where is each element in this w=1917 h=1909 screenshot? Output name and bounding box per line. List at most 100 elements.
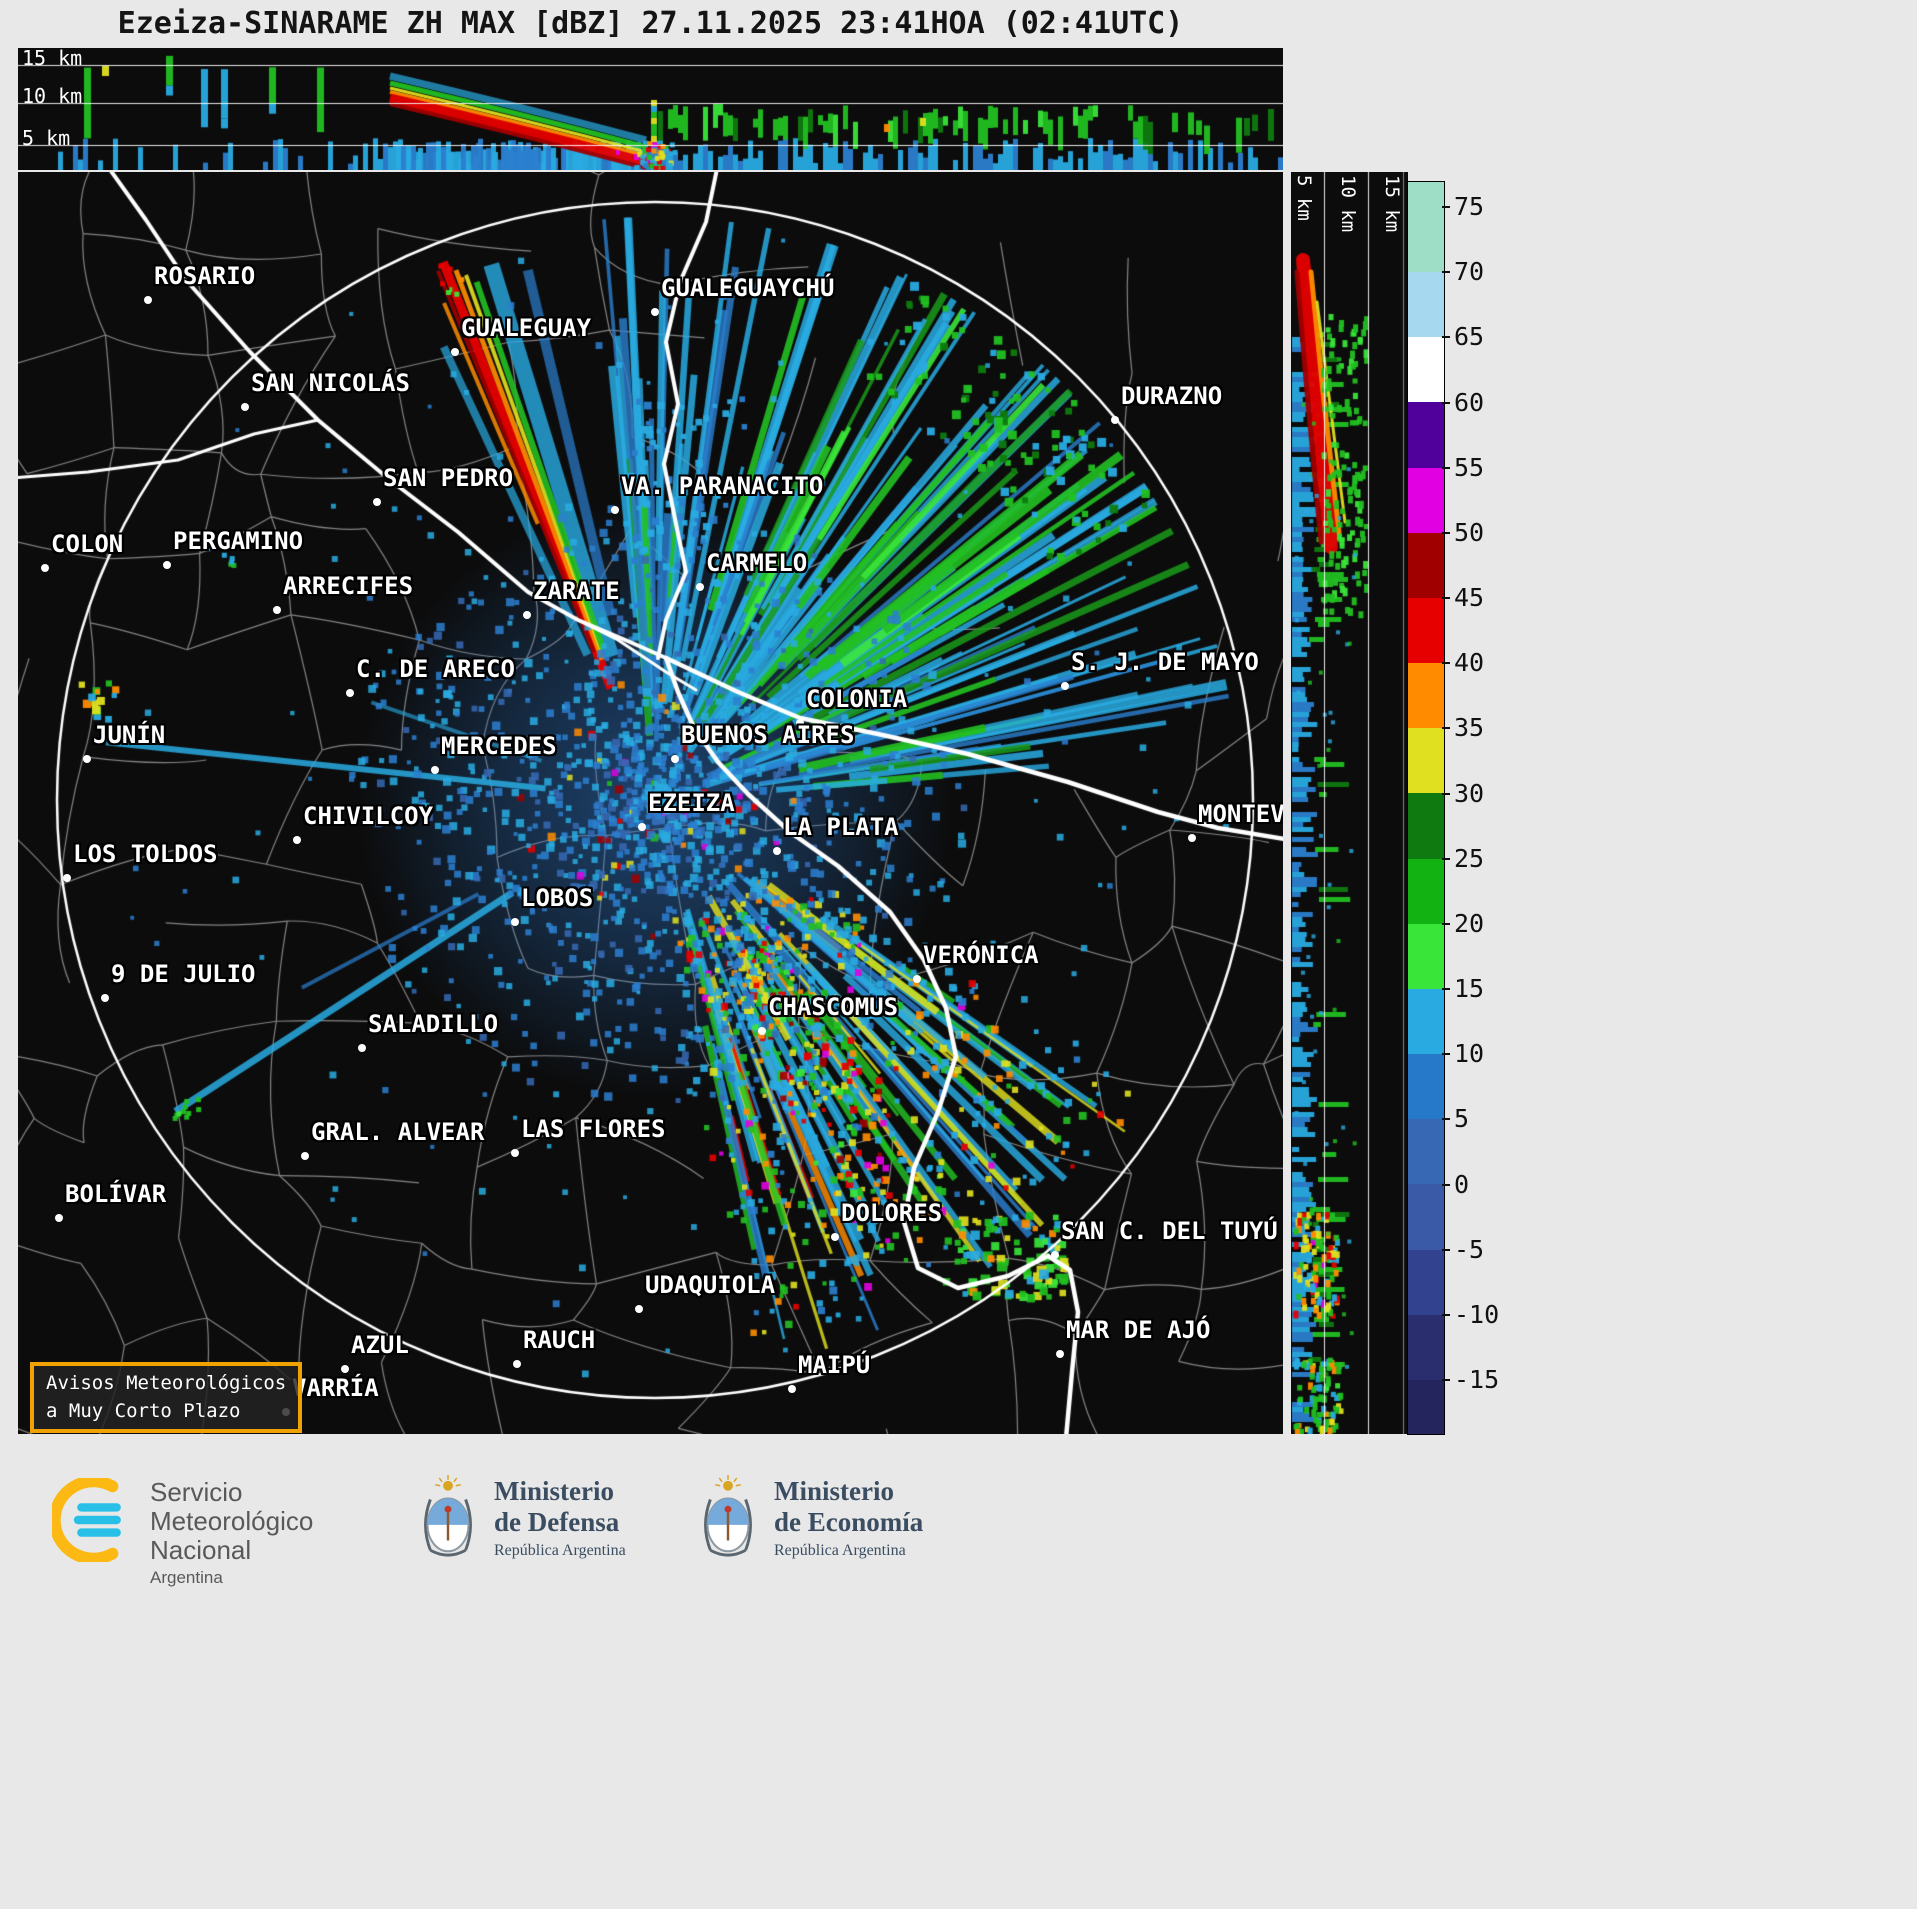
colorbar-tick: 50: [1442, 518, 1514, 548]
city-dot: [611, 506, 619, 514]
colorbar-segment: [1408, 532, 1444, 598]
city-dot: [788, 1385, 796, 1393]
warning-box[interactable]: Avisos Meteorológicos a Muy Corto Plazo: [30, 1362, 303, 1434]
economia-sub: República Argentina: [774, 1542, 906, 1560]
city-dot: [101, 994, 109, 1002]
city-label: ARRECIFES: [283, 572, 414, 600]
smn-logo-block: Servicio Meteorológico Nacional Argentin…: [52, 1477, 314, 1588]
city-dot: [293, 836, 301, 844]
colorbar-segment: [1408, 1184, 1444, 1250]
city-dot: [511, 1149, 519, 1157]
city-dot: [523, 611, 531, 619]
smn-country: Argentina: [150, 1568, 223, 1588]
colorbar-segment: [1408, 272, 1444, 338]
city-dot: [796, 719, 804, 727]
city-dot: [511, 918, 519, 926]
city-label: SAN C. DEL TUYÚ: [1061, 1217, 1278, 1245]
city-dot: [301, 1152, 309, 1160]
city-label: COLON: [51, 530, 124, 558]
city-dot: [1188, 834, 1196, 842]
city-label: 9 DE JULIO: [111, 960, 256, 988]
colorbar-tick-labels: 75 70 65 60 55 50 45 40 35 30 25 20 15 10 5 0 -5 -10 -15: [1408, 182, 1518, 1434]
colorbar-tick: 65: [1442, 322, 1514, 352]
city-dot: [373, 498, 381, 506]
economia-text: Ministerio de Economía República Argenti…: [774, 1476, 923, 1560]
colorbar-tick: -15: [1442, 1365, 1514, 1395]
colorbar-segment: [1408, 988, 1444, 1055]
city-label: LOBOS: [521, 884, 594, 912]
economia-line2: de Economía: [774, 1507, 924, 1537]
city-label: DOLORES: [841, 1199, 943, 1227]
map-panel: ROSARIO GUALEGUAYCHÚ GUALEGUAY SAN NICOLÁS D…: [18, 172, 1283, 1434]
city-label: CHASCOMUS: [768, 993, 899, 1021]
city-label: MONTEVIDEO: [1198, 800, 1283, 828]
city-label: COLONIA: [806, 685, 908, 713]
cross-section-top-canvas: [18, 48, 1283, 170]
smn-logo-icon: [52, 1478, 121, 1562]
colorbar-tick: 55: [1442, 453, 1514, 483]
city-label: LAS FLORES: [521, 1115, 666, 1143]
warning-line2: a Muy Corto Plazo: [46, 1399, 241, 1422]
defensa-sub: República Argentina: [494, 1542, 626, 1560]
colorbar-segment: [1408, 1119, 1444, 1185]
defensa-text: Ministerio de Defensa República Argentin…: [494, 1476, 626, 1560]
city-label: GUALEGUAYCHÚ: [661, 274, 835, 302]
city-dot: [1111, 416, 1119, 424]
colorbar-tick: 45: [1442, 583, 1514, 613]
city-dot: [55, 1214, 63, 1222]
city-dot: [513, 1360, 521, 1368]
city-dot: [163, 561, 171, 569]
coat-of-arms-icon: [424, 1474, 472, 1557]
colorbar-segment: [1408, 858, 1444, 924]
product-title: Ezeiza-SINARAME ZH MAX [dBZ] 27.11.2025 …: [117, 6, 1184, 41]
colorbar-segment: [1408, 207, 1444, 273]
city-dot: [451, 348, 459, 356]
city-dot: [1051, 1251, 1059, 1259]
colorbar-segment: [1408, 467, 1444, 533]
colorbar-segment: [1408, 1249, 1444, 1315]
reflectivity-colorbar: 75 70 65 60 55 50 45 40 35 30 25 20 15 10 5 0 -5 -10 -15: [1407, 181, 1518, 1435]
smn-line2: Meteorológico: [150, 1506, 314, 1537]
city-dot: [696, 583, 704, 591]
altitude-label-10km: 10 km: [22, 84, 83, 108]
cross-section-side-canvas: [1291, 172, 1408, 1434]
city-label: VARRÍA: [292, 1374, 379, 1402]
city-label: SALADILLO: [368, 1010, 499, 1038]
altitude-label-5km: 5 km: [22, 126, 71, 150]
colorbar-tick: 30: [1442, 779, 1514, 809]
city-label: MERCEDES: [441, 732, 557, 760]
city-label: VA. PARANACITO: [621, 472, 824, 500]
colorbar-tick: 25: [1442, 844, 1514, 874]
city-label: VERÓNICA: [923, 941, 1039, 969]
city-dot: [63, 874, 71, 882]
cross-section-side-panel: 5 km 10 km 15 km: [1291, 172, 1408, 1434]
city-label: LA PLATA: [783, 813, 899, 841]
city-dot: [758, 1027, 766, 1035]
colorbar-segment: [1408, 402, 1444, 468]
city-dot: [638, 823, 646, 831]
city-dot: [431, 766, 439, 774]
city-label: ZARATE: [533, 577, 620, 605]
colorbar-segment: [1408, 1314, 1444, 1380]
colorbar-segment: [1408, 182, 1444, 207]
city-dot: [773, 847, 781, 855]
colorbar-tick: 60: [1442, 388, 1514, 418]
colorbar-segment: [1408, 337, 1444, 403]
radar-map-canvas: [18, 172, 1283, 1434]
city-label: CARMELO: [706, 549, 808, 577]
colorbar-tick: 10: [1442, 1039, 1514, 1069]
city-label: BOLÍVAR: [65, 1180, 167, 1208]
city-label: GUALEGUAY: [461, 314, 592, 342]
colorbar-tick: 35: [1442, 713, 1514, 743]
colorbar-tick: 40: [1442, 648, 1514, 678]
colorbar-segment: [1408, 1054, 1444, 1120]
footer: Servicio Meteorológico Nacional Argentin…: [0, 1434, 1917, 1909]
city-label: C. DE ARECO: [356, 655, 515, 683]
city-dot: [635, 1305, 643, 1313]
city-dot: [651, 308, 659, 316]
colorbar-segment: [1408, 728, 1444, 794]
ministerio-defensa-block: Ministerio de Defensa República Argentin…: [418, 1474, 626, 1562]
colorbar-segment: [1408, 597, 1444, 664]
city-dot: [831, 1233, 839, 1241]
